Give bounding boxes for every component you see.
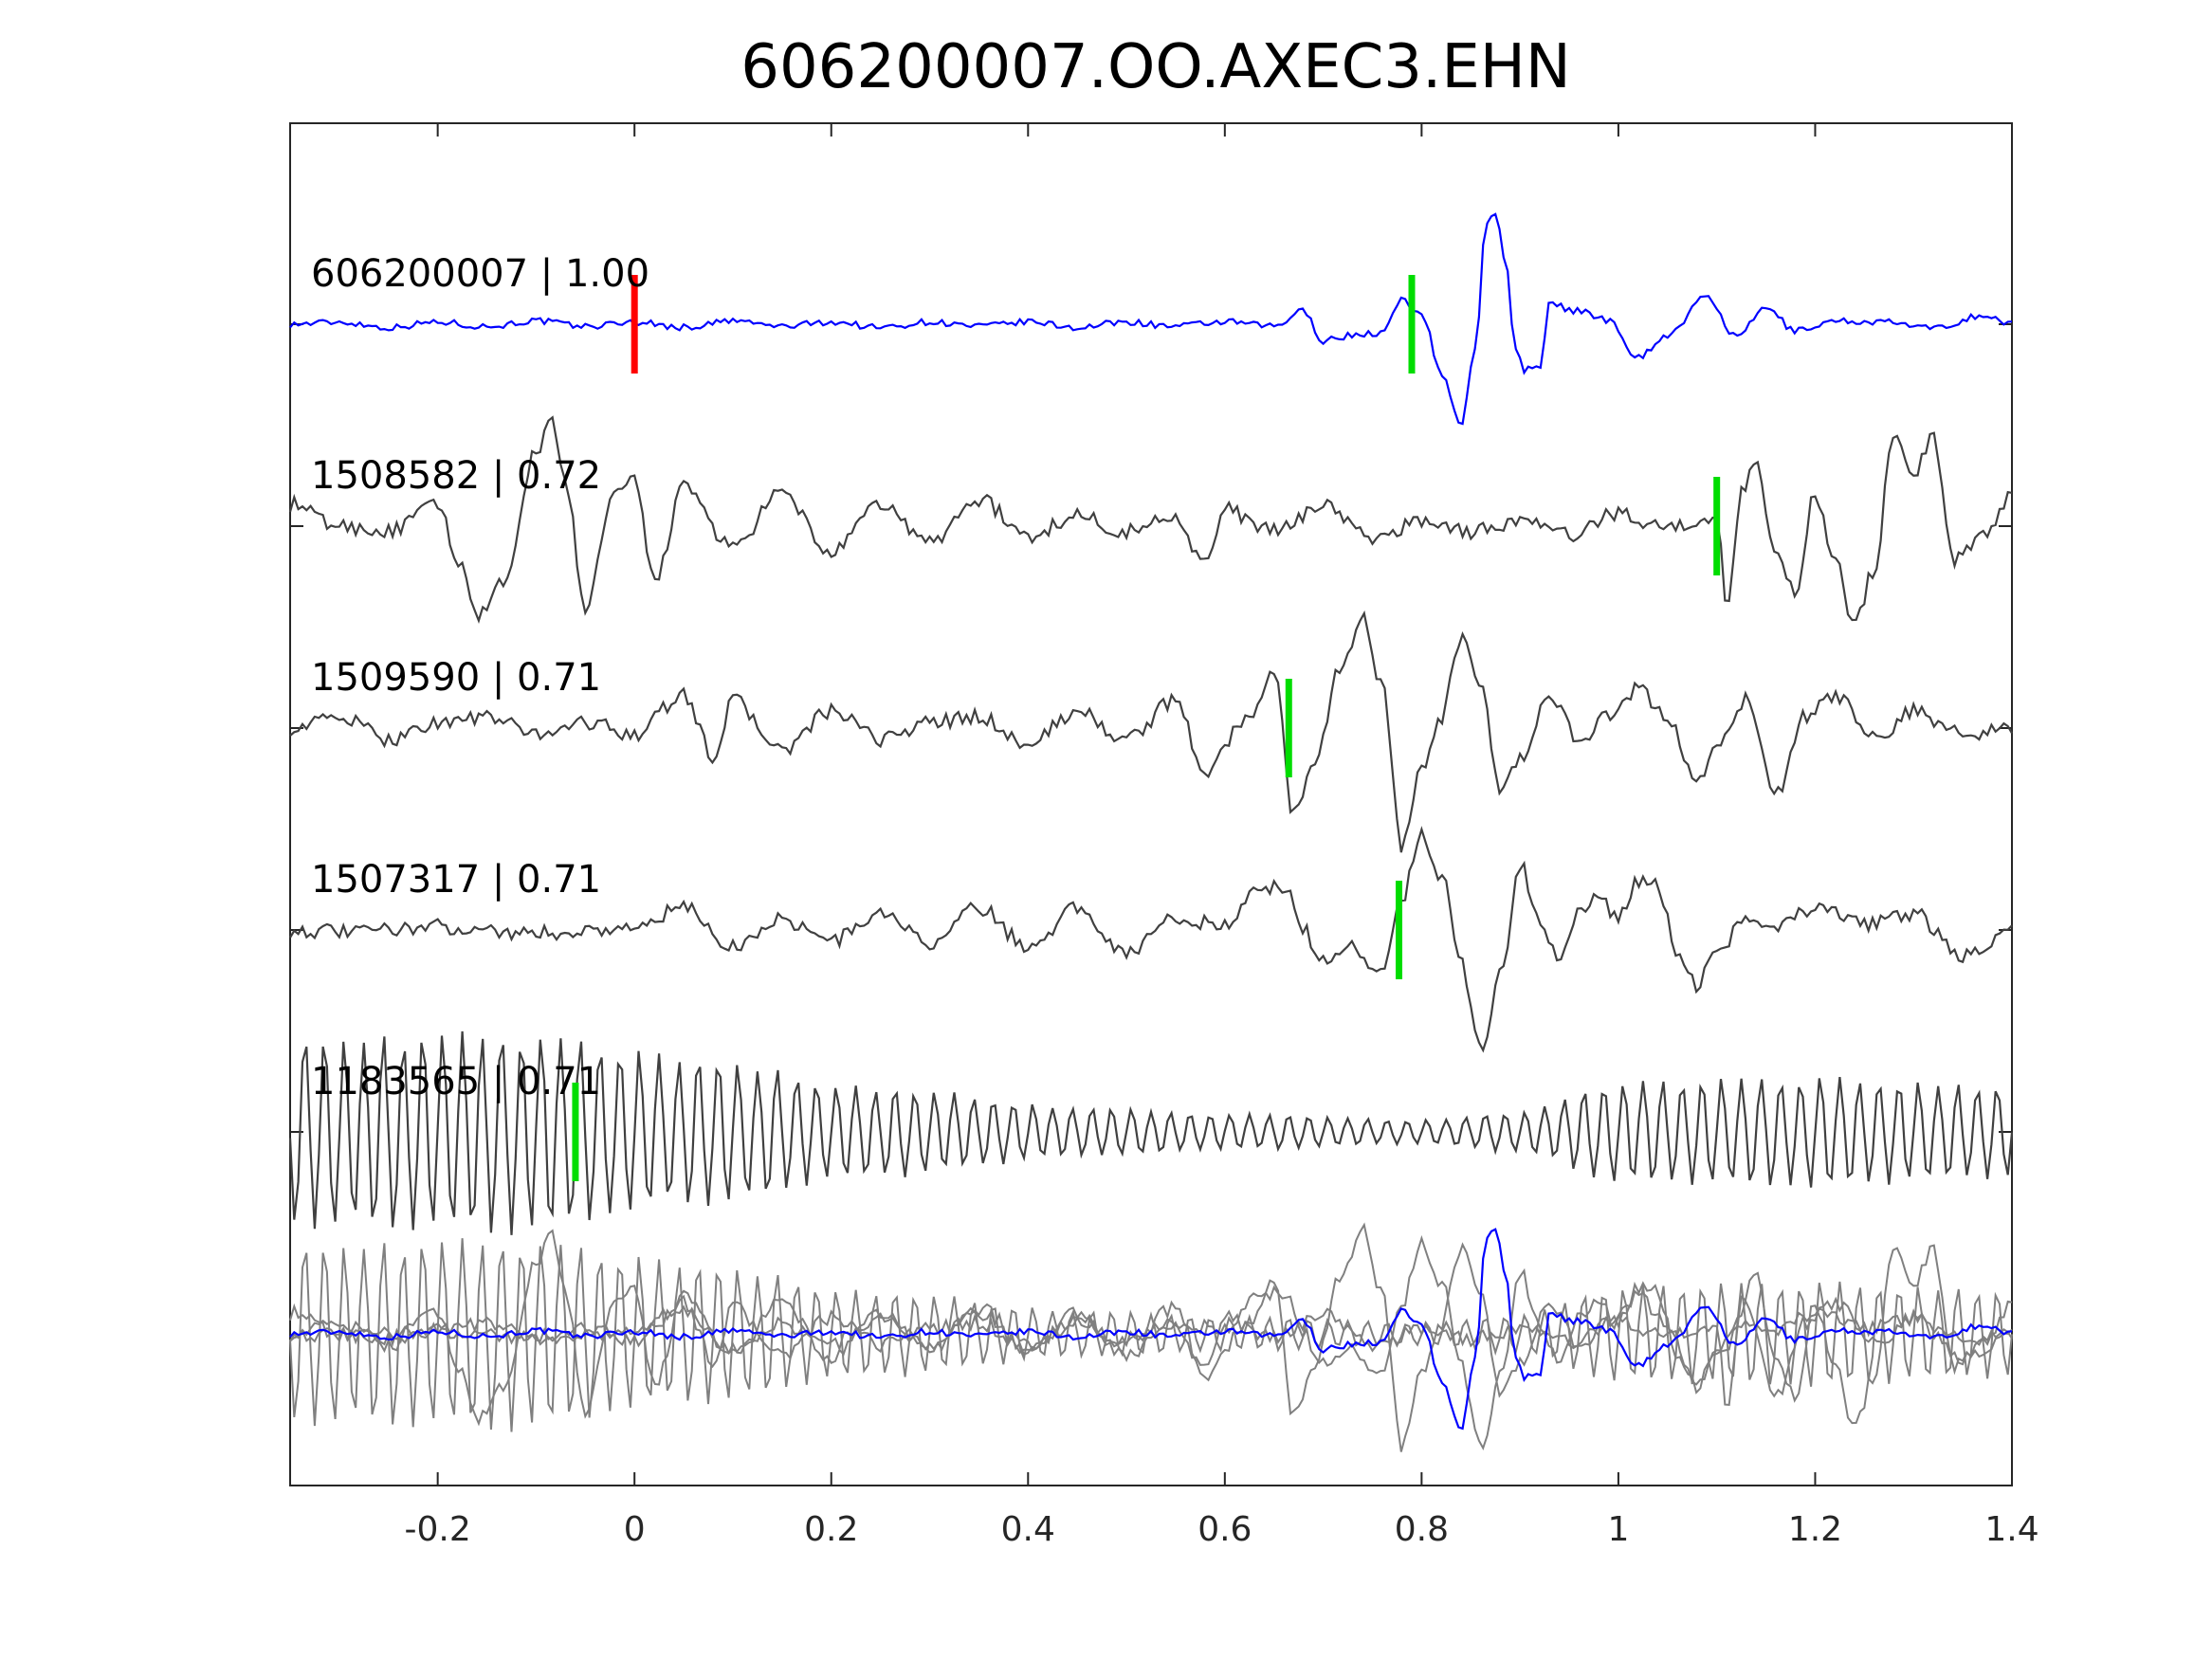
trace-label-606200007: 606200007 | 1.00 — [311, 252, 649, 296]
x-tick-label: 1 — [1607, 1510, 1629, 1549]
trace-1509590 — [289, 610, 2013, 853]
trace-1508582 — [288, 415, 2013, 624]
x-tick-label: -0.2 — [405, 1510, 471, 1549]
overlay-trace-606200007 — [289, 1228, 2013, 1431]
overlay-trace-1183565 — [289, 1238, 2013, 1432]
trace-labels: 606200007 | 1.00 1508582 | 0.72 1509590 | … — [311, 252, 649, 1103]
trace-label-1507317: 1507317 | 0.71 — [311, 858, 601, 902]
trace-label-1183565: 1183565 | 0.71 — [311, 1060, 601, 1103]
overlay-trace-1507317 — [289, 1234, 2013, 1450]
chart-title: 606200007.OO.AXEC3.EHN — [740, 32, 1571, 102]
x-tick-label: 0.6 — [1197, 1510, 1252, 1549]
overlay-traces — [289, 1222, 2013, 1452]
trace-label-1509590: 1509590 | 0.71 — [311, 656, 601, 700]
trace-606200007 — [289, 212, 2013, 426]
plot-area — [289, 122, 2013, 1486]
pick-markers — [572, 275, 1721, 1181]
x-tick-label: 0.8 — [1395, 1510, 1449, 1549]
x-axis-ticks: -0.2 0 0.2 0.4 0.6 0.8 1 1.2 1.4 — [405, 123, 2039, 1549]
x-tick-label: 0.4 — [1001, 1510, 1055, 1549]
x-tick-label: 1.4 — [1984, 1510, 2038, 1549]
waveform-traces — [288, 212, 2014, 1235]
x-tick-label: 0 — [624, 1510, 646, 1549]
trace-1507317 — [289, 826, 2013, 1053]
x-tick-label: 1.2 — [1788, 1510, 1842, 1549]
x-tick-label: 0.2 — [804, 1510, 858, 1549]
trace-1183565 — [288, 1030, 2014, 1235]
trace-label-1508582: 1508582 | 0.72 — [311, 454, 601, 498]
